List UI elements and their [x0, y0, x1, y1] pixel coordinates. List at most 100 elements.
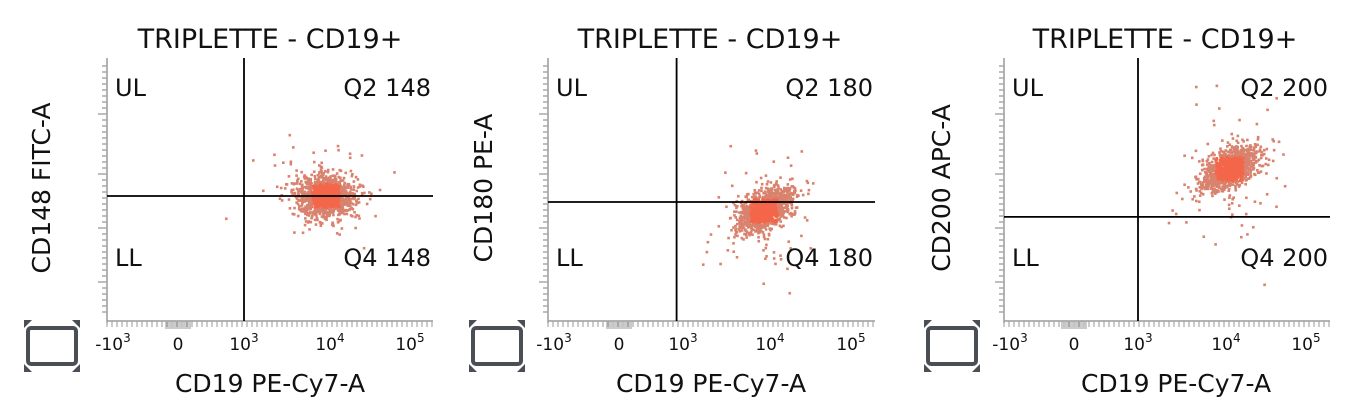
scatter-point — [321, 181, 325, 185]
scatter-point — [335, 197, 339, 200]
scatter-panel-cd200: TRIPLETTE - CD19+ CD200 APC-A CD19 PE-Cy… — [924, 24, 1330, 398]
scatter-point — [310, 201, 314, 204]
scatter-point — [313, 177, 317, 181]
scatter-point — [1240, 163, 1244, 167]
scatter-point — [1208, 180, 1211, 184]
scatter-point — [352, 180, 356, 183]
scatter-point — [1246, 173, 1250, 177]
scatter-point — [325, 177, 329, 181]
scatter-point — [762, 216, 766, 219]
scatter-point — [759, 229, 763, 232]
scatter-point — [302, 175, 306, 179]
scatter-point — [355, 199, 358, 202]
scatter-point — [307, 202, 311, 205]
scatter-point — [1201, 181, 1205, 184]
scatter-point — [1229, 148, 1233, 152]
expand-frame-icon[interactable] — [924, 320, 980, 372]
x-tick-label: 103 — [1123, 331, 1152, 355]
scatter-point — [326, 189, 329, 192]
scatter-point — [1217, 174, 1221, 178]
scatter-point — [1208, 173, 1212, 176]
scatter-point — [289, 160, 293, 164]
scatter-point — [781, 206, 784, 210]
scatter-point — [310, 216, 313, 220]
scatter-point — [769, 197, 773, 200]
x-tick-base: 10 — [836, 335, 858, 355]
scatter-point — [337, 209, 341, 212]
scatter-point — [1226, 150, 1230, 154]
scatter-point — [1195, 189, 1198, 192]
scatter-point — [344, 198, 348, 201]
scatter-point — [1227, 187, 1231, 191]
scatter-point — [1249, 168, 1253, 171]
scatter-point — [1275, 205, 1278, 209]
scatter-point — [1244, 170, 1248, 173]
scatter-point — [316, 182, 319, 186]
scatter-point — [753, 202, 756, 206]
scatter-point — [1243, 177, 1246, 180]
scatter-point — [1234, 163, 1237, 167]
scatter-point — [757, 189, 761, 192]
scatter-point — [1227, 154, 1231, 157]
quadrant-label-q4: Q4 148 — [343, 244, 431, 272]
scatter-point — [754, 149, 758, 152]
scatter-point — [323, 217, 327, 220]
scatter-point — [1232, 178, 1236, 181]
scatter-point — [738, 225, 742, 229]
scatter-point — [1261, 153, 1265, 157]
quadrant-label-ll: LL — [1012, 244, 1039, 272]
scatter-point — [734, 233, 737, 236]
scatter-point — [349, 214, 353, 217]
scatter-point — [1222, 167, 1226, 170]
scatter-point — [1248, 145, 1252, 148]
x-tick-exp: 3 — [1020, 331, 1028, 345]
scatter-point — [1253, 143, 1257, 146]
scatter-point — [774, 194, 778, 197]
expand-frame-icon[interactable] — [469, 320, 525, 372]
scatter-point — [298, 208, 302, 212]
expand-frame-icon[interactable] — [24, 320, 80, 372]
scatter-point — [717, 224, 721, 228]
scatter-point — [338, 213, 341, 216]
scatter-point — [749, 232, 753, 236]
scatter-point — [295, 182, 299, 185]
scatter-point — [741, 211, 745, 214]
scatter-point — [350, 174, 354, 178]
scatter-point — [297, 191, 300, 195]
scatter-point — [328, 197, 332, 200]
scatter-point — [324, 199, 327, 202]
scatter-point — [768, 190, 772, 193]
scatter-point — [742, 238, 745, 241]
scatter-point — [800, 150, 804, 153]
scatter-point — [1244, 175, 1247, 179]
scatter-point — [1216, 168, 1220, 172]
scatter-point — [315, 196, 319, 199]
scatter-point — [779, 203, 783, 206]
scatter-point — [1226, 177, 1230, 180]
x-tick-base: 0 — [614, 335, 625, 355]
scatter-point — [775, 210, 778, 214]
scatter-point — [1256, 135, 1260, 139]
scatter-point — [1217, 169, 1221, 173]
y-axis-label: CD200 APC-A — [927, 104, 956, 272]
scatter-point — [1222, 154, 1226, 158]
scatter-point — [787, 240, 791, 243]
scatter-point — [333, 179, 337, 183]
scatter-point — [308, 186, 312, 190]
scatter-point — [288, 133, 292, 137]
scatter-point — [1216, 172, 1220, 175]
scatter-point — [327, 182, 331, 186]
scatter-point — [337, 219, 341, 223]
scatter-point — [1211, 194, 1214, 198]
scatter-point — [1224, 171, 1228, 175]
scatter-point — [785, 207, 789, 211]
scatter-point — [753, 210, 757, 214]
scatter-point — [788, 212, 792, 216]
scatter-point — [304, 206, 308, 210]
scatter-point — [749, 208, 752, 212]
scatter-point — [1224, 167, 1227, 171]
scatter-point — [786, 191, 789, 195]
scatter-point — [763, 206, 767, 209]
